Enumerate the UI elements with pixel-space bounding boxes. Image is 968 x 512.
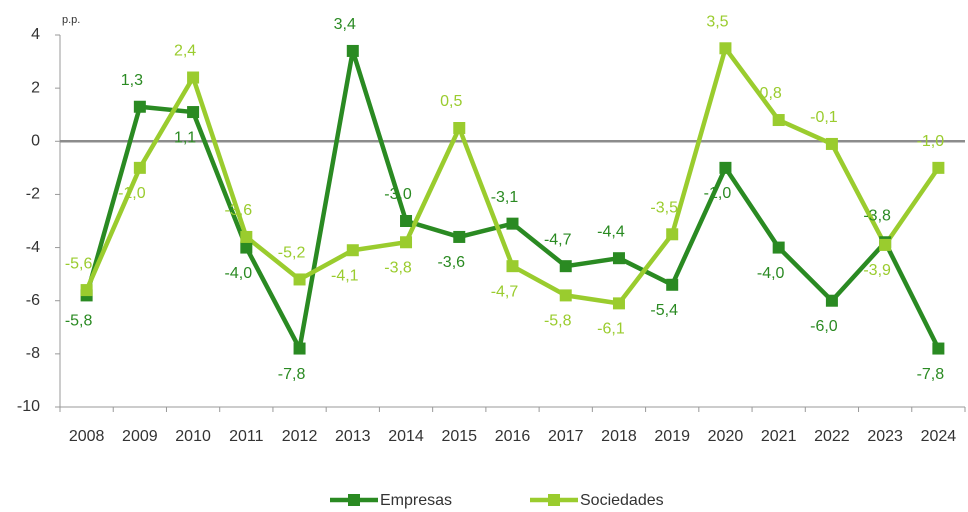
x-tick-label: 2011 [229,428,264,445]
marker [400,215,413,227]
data-label: -5,8 [65,313,93,330]
marker [506,260,519,273]
marker [666,228,679,241]
x-tick-label: 2022 [814,428,850,445]
marker [400,236,413,249]
data-label: -3,1 [491,189,519,206]
marker [133,100,146,113]
data-label: -6,1 [597,321,625,338]
data-label: -1,0 [917,133,945,150]
legend-label: Empresas [380,492,452,509]
marker [187,106,200,119]
marker [293,342,306,355]
marker [240,230,253,243]
data-label: 0,8 [760,85,782,102]
x-tick-label: 2020 [708,428,744,445]
data-label: -4,1 [331,267,359,284]
data-label: -4,0 [225,265,253,282]
data-label: 1,1 [174,129,196,146]
x-tick-label: 2015 [441,428,477,445]
x-tick-label: 2017 [548,428,584,445]
data-label: 2,4 [174,43,196,60]
data-label: -1,0 [118,185,146,202]
marker [932,161,945,174]
legend-marker [348,494,360,506]
x-tick-label: 2008 [69,428,105,445]
marker [559,289,572,302]
marker [346,44,359,57]
x-tick-label: 2013 [335,428,371,445]
y-tick-label: -8 [26,345,40,362]
marker [80,284,93,297]
data-label: 1,3 [121,72,143,89]
marker [293,273,306,286]
y-tick-label: -2 [26,186,40,203]
data-label: 3,4 [334,16,356,33]
legend-label: Sociedades [580,492,664,509]
y-tick-label: -6 [26,292,40,309]
x-tick-label: 2023 [867,428,903,445]
data-label: -7,8 [917,366,945,383]
x-tick-label: 2014 [388,428,424,445]
data-label: -3,0 [384,186,412,203]
data-label: -0,1 [810,109,838,126]
marker [453,122,466,134]
marker [612,252,625,265]
marker [346,244,359,257]
data-label: -3,8 [384,259,412,276]
marker [772,114,785,127]
data-label: -6,0 [810,318,838,335]
data-label: -4,4 [597,223,625,240]
x-tick-label: 2019 [654,428,690,445]
y-tick-label: 0 [31,133,40,150]
data-label: -4,7 [491,283,519,300]
marker [453,230,466,243]
data-label: -5,6 [65,255,93,272]
data-label: -5,4 [650,302,678,319]
data-label: -3,5 [650,200,678,217]
marker [719,42,732,55]
marker [825,137,838,150]
y-tick-label: 4 [31,26,40,43]
y-unit: p.p. [62,14,80,26]
data-label: -3,9 [863,262,891,279]
data-label: -5,2 [278,245,306,262]
data-label: -4,0 [757,265,785,282]
data-label: -3,6 [225,202,253,219]
data-label: -3,6 [437,254,465,271]
data-label: 0,5 [440,93,462,110]
marker [133,161,146,174]
x-tick-label: 2021 [761,428,797,445]
marker [240,241,253,254]
marker [879,238,892,251]
y-tick-label: -10 [17,398,40,415]
y-tick-label: 2 [31,79,40,96]
marker [506,217,519,230]
marker [719,161,732,174]
marker [932,342,945,355]
data-label: 3,5 [706,14,728,31]
data-label: -4,7 [544,231,572,248]
legend-marker [548,494,560,506]
marker [612,297,625,310]
data-label: -3,8 [863,207,891,224]
x-tick-label: 2016 [495,428,531,445]
marker [666,278,679,291]
x-tick-label: 2009 [122,428,158,445]
x-tick-label: 2024 [921,428,957,445]
marker [772,241,785,254]
x-tick-label: 2010 [175,428,211,445]
marker [825,294,838,307]
x-tick-label: 2018 [601,428,637,445]
marker [187,71,200,84]
marker [559,260,572,273]
y-tick-label: -4 [26,239,40,256]
data-label: -1,0 [704,185,732,202]
data-label: -7,8 [278,366,306,383]
x-tick-label: 2012 [282,428,318,445]
data-label: -5,8 [544,313,572,330]
